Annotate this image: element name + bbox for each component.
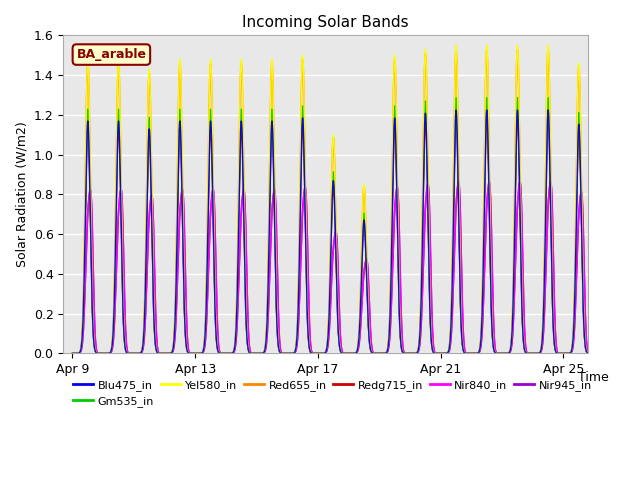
Text: BA_arable: BA_arable — [76, 48, 147, 61]
Title: Incoming Solar Bands: Incoming Solar Bands — [243, 15, 409, 30]
Y-axis label: Solar Radiation (W/m2): Solar Radiation (W/m2) — [15, 121, 28, 267]
Legend: Blu475_in, Gm535_in, Yel580_in, Red655_in, Redg715_in, Nir840_in, Nir945_in: Blu475_in, Gm535_in, Yel580_in, Red655_i… — [69, 375, 596, 411]
X-axis label: Time: Time — [578, 371, 609, 384]
